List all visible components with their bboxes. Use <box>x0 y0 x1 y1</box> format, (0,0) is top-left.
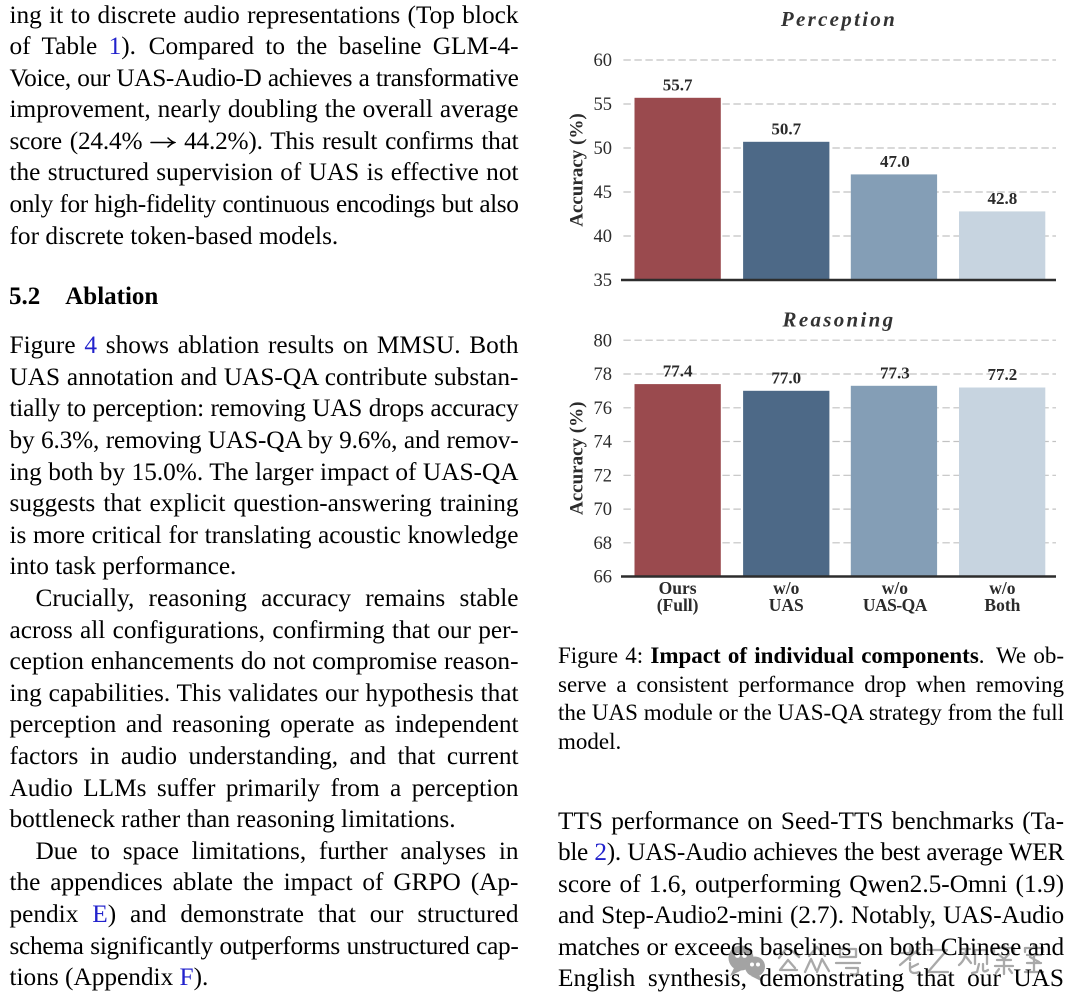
svg-text:78: 78 <box>594 365 613 385</box>
svg-text:50.7: 50.7 <box>771 119 801 138</box>
svg-text:50: 50 <box>594 139 613 159</box>
svg-text:Reasoning: Reasoning <box>782 308 896 332</box>
svg-text:w/o: w/o <box>882 578 909 598</box>
svg-text:Accuracy (%): Accuracy (%) <box>567 113 588 226</box>
svg-text:77.3: 77.3 <box>880 363 910 382</box>
svg-text:80: 80 <box>594 331 613 351</box>
svg-text:42.8: 42.8 <box>988 189 1018 208</box>
svg-text:76: 76 <box>594 399 613 419</box>
svg-text:UAS-QA: UAS-QA <box>863 595 928 615</box>
svg-text:40: 40 <box>594 227 613 247</box>
svg-text:77.0: 77.0 <box>771 368 801 387</box>
svg-text:(Full): (Full) <box>657 595 699 615</box>
svg-text:72: 72 <box>594 466 613 486</box>
svg-text:w/o: w/o <box>773 578 800 598</box>
svg-text:UAS: UAS <box>769 595 804 615</box>
svg-text:77.2: 77.2 <box>988 365 1018 384</box>
svg-text:60: 60 <box>594 51 613 71</box>
svg-text:68: 68 <box>594 534 613 554</box>
svg-text:Accuracy (%): Accuracy (%) <box>567 402 588 515</box>
svg-text:47.0: 47.0 <box>880 152 910 171</box>
svg-text:66: 66 <box>594 568 613 588</box>
svg-text:35: 35 <box>594 271 613 291</box>
svg-text:Ours: Ours <box>659 578 697 598</box>
svg-text:70: 70 <box>594 500 613 520</box>
svg-text:74: 74 <box>594 433 613 453</box>
svg-text:77.4: 77.4 <box>663 362 693 381</box>
svg-text:Both: Both <box>984 595 1020 615</box>
svg-text:55: 55 <box>594 95 613 115</box>
svg-text:w/o: w/o <box>989 578 1016 598</box>
svg-text:45: 45 <box>594 183 613 203</box>
svg-text:Perception: Perception <box>780 7 897 31</box>
svg-text:55.7: 55.7 <box>663 75 693 94</box>
